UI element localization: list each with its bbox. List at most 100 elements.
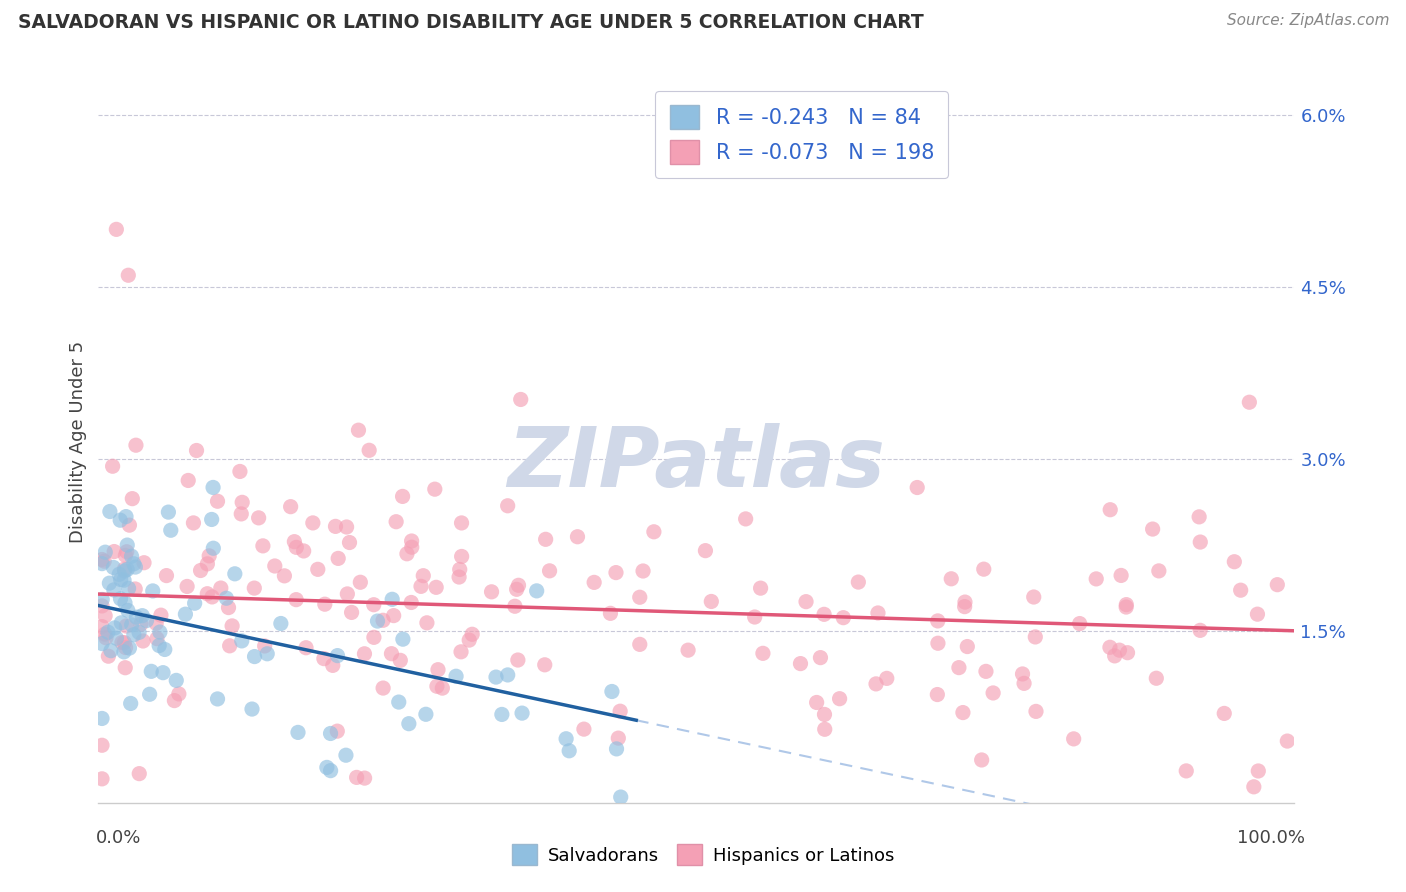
Point [1025,705,1047,719]
Point [117,268,139,283]
Point [253,639,276,653]
Point [153,642,176,657]
Point [1147,564,1170,578]
Point [115,545,138,559]
Point [326,648,349,663]
Point [399,595,422,609]
Point [138,687,160,701]
Point [1239,395,1261,409]
Point [155,568,177,582]
Point [263,559,285,574]
Point [828,691,851,706]
Point [121,617,143,632]
Point [103,582,125,597]
Point [599,607,621,621]
Point [1115,598,1137,612]
Point [149,625,172,640]
Point [1243,780,1265,794]
Point [100,643,122,657]
Point [508,578,530,592]
Point [105,222,128,236]
Point [734,512,756,526]
Point [1189,624,1212,638]
Point [252,539,274,553]
Point [336,520,359,534]
Point [1108,643,1130,657]
Point [538,564,561,578]
Point [141,665,163,679]
Point [534,533,557,547]
Point [91,552,114,566]
Point [91,636,114,650]
Point [190,564,212,578]
Point [458,633,481,648]
Point [197,557,219,571]
Point [103,544,125,558]
Point [744,610,766,624]
Point [583,575,606,590]
Point [122,557,145,571]
Point [533,657,555,672]
Point [1115,600,1137,615]
Point [335,748,357,763]
Point [295,640,318,655]
Point [129,617,152,632]
Point [450,549,472,564]
Point [101,459,124,474]
Y-axis label: Disability Age Under 5: Disability Age Under 5 [69,341,87,542]
Point [326,724,349,739]
Text: Source: ZipAtlas.com: Source: ZipAtlas.com [1226,13,1389,29]
Point [427,663,450,677]
Point [952,706,974,720]
Point [165,673,187,688]
Point [285,541,308,555]
Point [381,592,404,607]
Point [186,443,208,458]
Point [449,570,471,584]
Point [806,696,828,710]
Point [927,636,949,650]
Point [948,660,970,674]
Point [287,725,309,739]
Point [1223,555,1246,569]
Point [283,534,305,549]
Point [789,657,811,671]
Point [314,597,336,611]
Point [631,564,654,578]
Point [114,564,136,578]
Point [555,731,578,746]
Point [183,516,205,530]
Point [270,616,292,631]
Point [485,670,508,684]
Point [347,423,370,437]
Point [1142,522,1164,536]
Point [336,587,359,601]
Text: ZIPatlas: ZIPatlas [508,423,884,504]
Point [491,707,513,722]
Point [363,598,385,612]
Point [846,575,869,590]
Point [1189,535,1212,549]
Point [315,760,337,774]
Point [124,582,146,596]
Point [163,693,186,707]
Point [409,579,432,593]
Point [600,684,623,698]
Point [207,692,229,706]
Point [135,614,157,628]
Point [1099,502,1122,516]
Point [510,706,533,720]
Legend: Salvadorans, Hispanics or Latinos: Salvadorans, Hispanics or Latinos [505,837,901,872]
Point [605,742,627,756]
Point [1069,616,1091,631]
Point [285,592,308,607]
Point [159,523,181,537]
Point [1144,671,1167,685]
Point [389,653,412,667]
Point [1109,568,1132,582]
Legend: R = -0.243   N = 84, R = -0.073   N = 198: R = -0.243 N = 84, R = -0.073 N = 198 [655,91,949,178]
Point [628,637,651,651]
Point [145,616,167,631]
Point [108,513,131,527]
Point [231,633,253,648]
